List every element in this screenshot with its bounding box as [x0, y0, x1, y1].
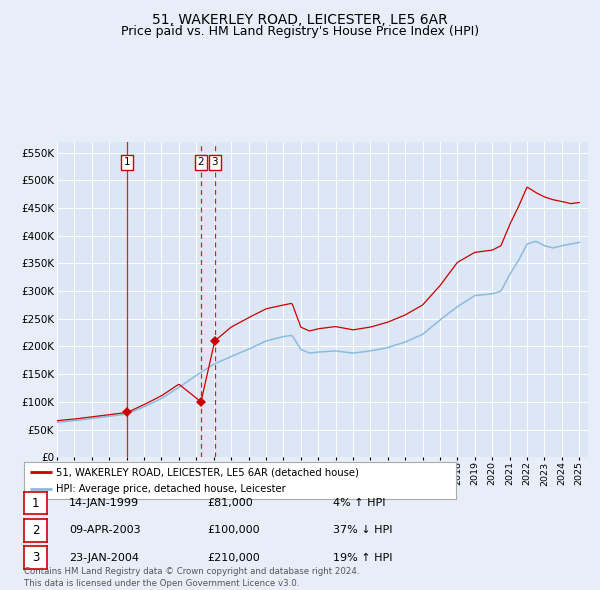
Text: 4% ↑ HPI: 4% ↑ HPI: [333, 499, 386, 508]
Text: 1: 1: [32, 497, 39, 510]
Text: 19% ↑ HPI: 19% ↑ HPI: [333, 553, 392, 562]
Text: 2: 2: [197, 157, 204, 167]
Text: 51, WAKERLEY ROAD, LEICESTER, LE5 6AR: 51, WAKERLEY ROAD, LEICESTER, LE5 6AR: [152, 13, 448, 27]
Text: 2: 2: [32, 524, 39, 537]
Text: 09-APR-2003: 09-APR-2003: [69, 526, 140, 535]
Text: 3: 3: [211, 157, 218, 167]
Text: £210,000: £210,000: [207, 553, 260, 562]
Text: 14-JAN-1999: 14-JAN-1999: [69, 499, 139, 508]
Text: 3: 3: [32, 551, 39, 564]
Text: HPI: Average price, detached house, Leicester: HPI: Average price, detached house, Leic…: [56, 484, 286, 494]
Text: Price paid vs. HM Land Registry's House Price Index (HPI): Price paid vs. HM Land Registry's House …: [121, 25, 479, 38]
Text: £100,000: £100,000: [207, 526, 260, 535]
Text: 51, WAKERLEY ROAD, LEICESTER, LE5 6AR (detached house): 51, WAKERLEY ROAD, LEICESTER, LE5 6AR (d…: [56, 467, 359, 477]
Text: 23-JAN-2004: 23-JAN-2004: [69, 553, 139, 562]
Text: 37% ↓ HPI: 37% ↓ HPI: [333, 526, 392, 535]
Text: £81,000: £81,000: [207, 499, 253, 508]
Text: 1: 1: [124, 157, 131, 167]
Text: Contains HM Land Registry data © Crown copyright and database right 2024.
This d: Contains HM Land Registry data © Crown c…: [24, 568, 359, 588]
